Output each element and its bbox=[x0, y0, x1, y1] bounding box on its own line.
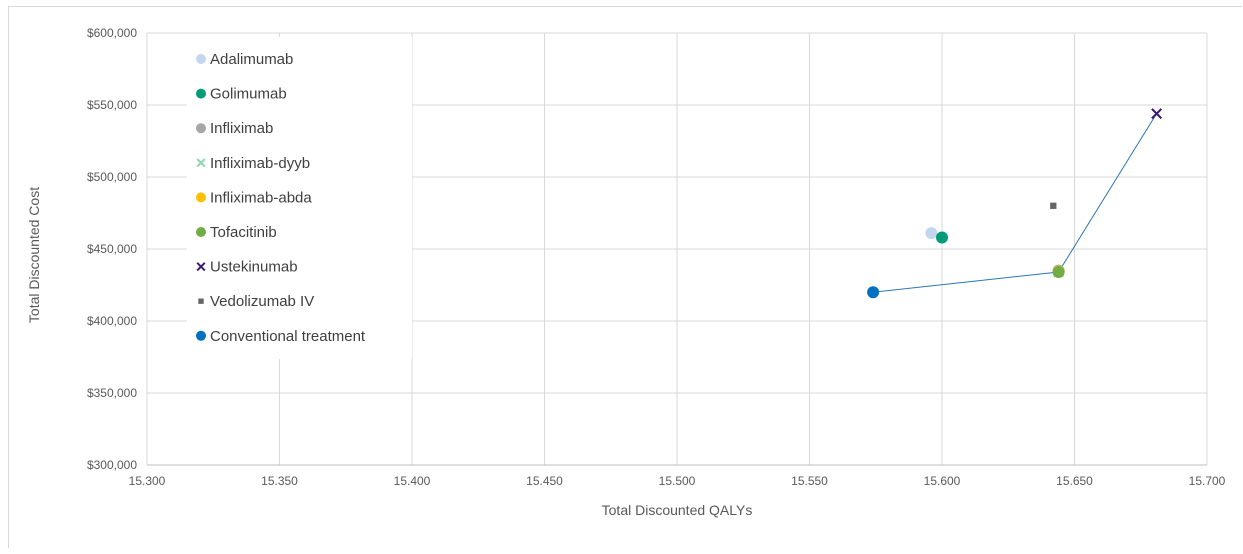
y-tick-label: $550,000 bbox=[87, 98, 137, 112]
point-golimumab bbox=[936, 231, 948, 244]
point-tofacitinib bbox=[1052, 266, 1065, 279]
legend-marker-infliximab-dyyb bbox=[196, 158, 206, 168]
y-tick-label: $300,000 bbox=[87, 458, 137, 472]
legend-label-golimumab: Golimumab bbox=[210, 86, 287, 103]
scatter-chart: 15.300 15.350 15.400 15.450 15.500 15.550 15.6… bbox=[26, 26, 1226, 518]
y-axis-label: Total Discounted Cost bbox=[26, 187, 42, 323]
x-tick-label: 15.350 bbox=[261, 474, 298, 488]
x-tick-label: 15.450 bbox=[526, 474, 563, 488]
y-tick-labels: $300,000 $350,000 $400,000 $450,000 $500,000… bbox=[87, 26, 137, 472]
legend-marker-vedolizumab-iv bbox=[198, 298, 204, 304]
chart-frame: 15.300 15.350 15.400 15.450 15.500 15.550 15.6… bbox=[8, 6, 1242, 548]
legend-marker-adalimumab bbox=[196, 54, 206, 64]
frontier-line bbox=[873, 113, 1158, 293]
point-vedolizumab-iv bbox=[1050, 202, 1057, 209]
y-tick-label: $450,000 bbox=[87, 242, 137, 256]
point-conventional-treatment bbox=[867, 286, 880, 299]
legend-marker-tofacitinib bbox=[196, 227, 206, 237]
y-tick-label: $350,000 bbox=[87, 386, 137, 400]
x-tick-label: 15.400 bbox=[394, 474, 431, 488]
legend-background bbox=[187, 37, 412, 359]
x-tick-labels: 15.300 15.350 15.400 15.450 15.500 15.550 15.6… bbox=[129, 474, 1226, 488]
point-ustekinumab-stroke-b bbox=[1151, 108, 1163, 120]
y-tick-label: $400,000 bbox=[87, 314, 137, 328]
legend-label-adalimumab: Adalimumab bbox=[210, 51, 293, 68]
point-ustekinumab bbox=[1151, 108, 1163, 120]
data-points bbox=[867, 108, 1163, 299]
legend-marker-infliximab bbox=[196, 123, 206, 134]
legend: Adalimumab Golimumab Infliximab Infliximab-… bbox=[196, 51, 366, 345]
legend-label-tofacitinib: Tofacitinib bbox=[210, 224, 277, 241]
x-tick-label: 15.550 bbox=[791, 474, 828, 488]
legend-label-ustekinumab: Ustekinumab bbox=[210, 259, 298, 276]
point-adalimumab bbox=[925, 227, 938, 240]
y-tick-label: $600,000 bbox=[87, 26, 137, 40]
legend-marker-ustekinumab-stroke-b bbox=[196, 262, 206, 272]
x-tick-label: 15.700 bbox=[1189, 474, 1226, 488]
legend-marker-ustekinumab bbox=[196, 262, 206, 272]
legend-label-conventional-treatment: Conventional treatment bbox=[210, 328, 366, 345]
legend-label-infliximab-abda: Infliximab-abda bbox=[210, 189, 312, 206]
x-axis-label: Total Discounted QALYs bbox=[602, 502, 753, 518]
legend-label-vedolizumab-iv: Vedolizumab IV bbox=[210, 293, 314, 310]
legend-label-infliximab: Infliximab bbox=[210, 120, 273, 137]
y-tick-label: $500,000 bbox=[87, 170, 137, 184]
efficiency-frontier-line bbox=[873, 113, 1158, 293]
legend-marker-infliximab-dyyb-stroke-b bbox=[196, 158, 206, 168]
legend-marker-infliximab-abda bbox=[196, 192, 206, 203]
legend-label-infliximab-dyyb: Infliximab-dyyb bbox=[210, 155, 310, 172]
x-tick-label: 15.600 bbox=[924, 474, 961, 488]
legend-marker-conventional-treatment bbox=[196, 330, 206, 341]
x-tick-label: 15.300 bbox=[129, 474, 166, 488]
x-tick-label: 15.500 bbox=[659, 474, 696, 488]
legend-marker-golimumab bbox=[196, 88, 206, 99]
x-tick-label: 15.650 bbox=[1056, 474, 1093, 488]
